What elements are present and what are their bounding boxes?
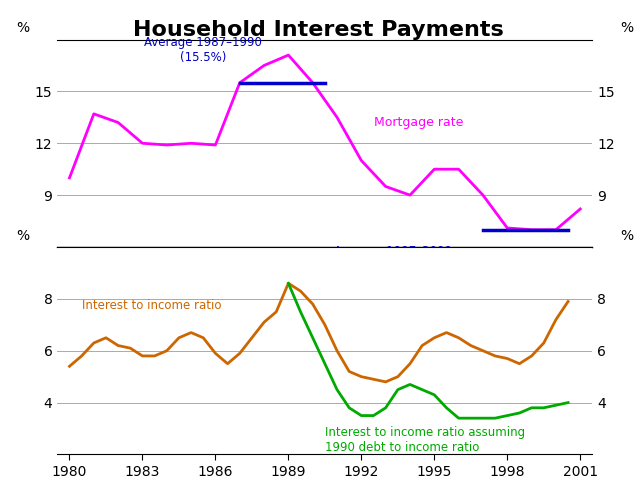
Text: %: % (16, 229, 29, 243)
Text: Household Interest Payments: Household Interest Payments (133, 20, 504, 40)
Text: Interest to income ratio: Interest to income ratio (82, 299, 221, 312)
Text: %: % (620, 21, 634, 36)
Text: %: % (16, 21, 29, 36)
Text: %: % (620, 229, 634, 243)
Text: Mortgage rate: Mortgage rate (373, 116, 463, 129)
Text: Interest to income ratio assuming
1990 debt to income ratio: Interest to income ratio assuming 1990 d… (325, 426, 525, 454)
Text: Average 1987–1990
(15.5%): Average 1987–1990 (15.5%) (145, 36, 262, 64)
Text: Average 1997–2000
(7.0%): Average 1997–2000 (7.0%) (334, 246, 452, 273)
